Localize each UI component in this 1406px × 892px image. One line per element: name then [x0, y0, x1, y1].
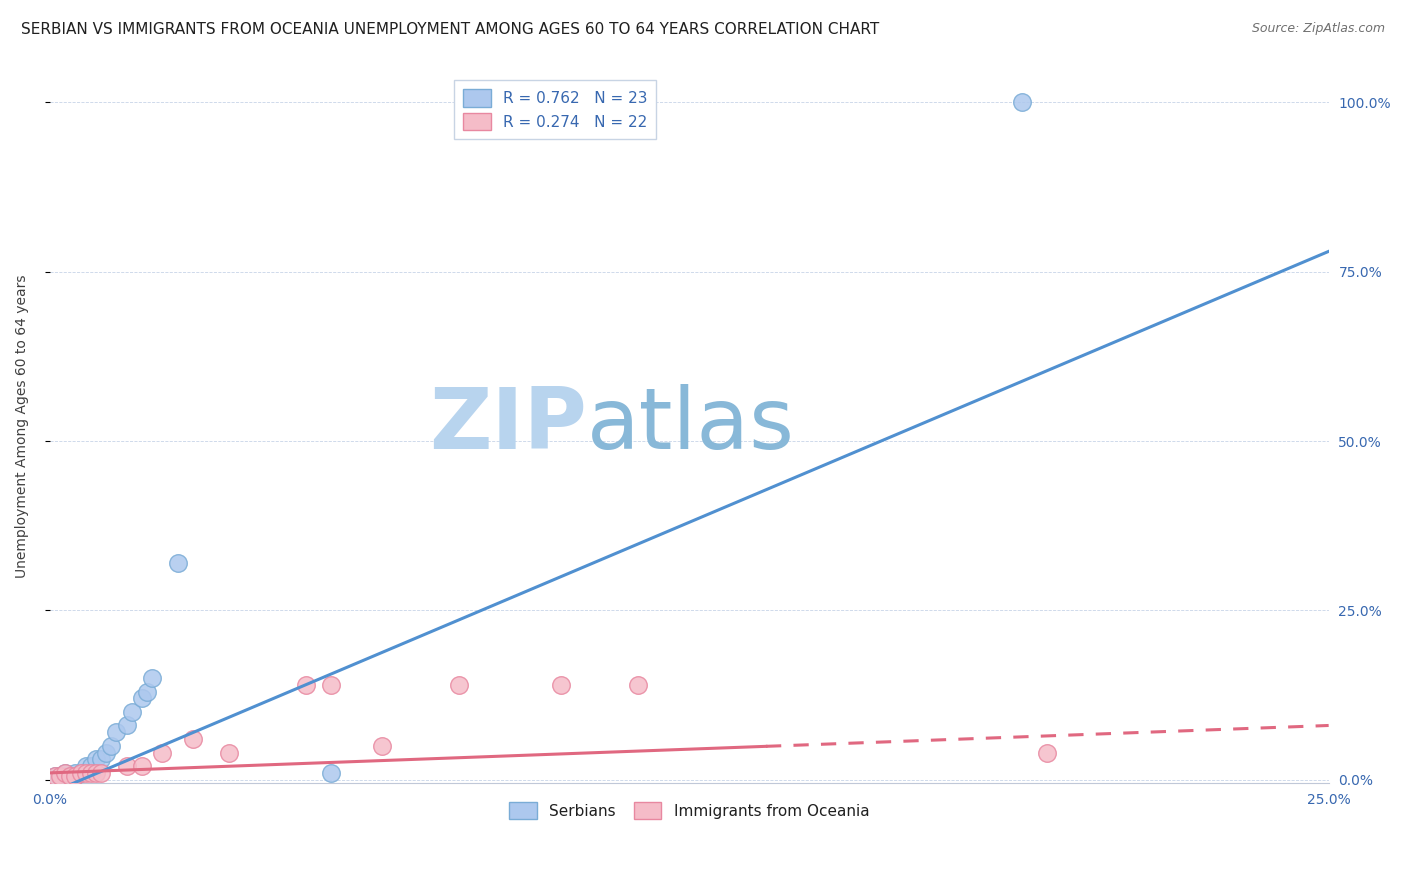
Point — [321, 678, 343, 692]
Point — [44, 769, 66, 783]
Point — [627, 678, 650, 692]
Point — [1036, 746, 1059, 760]
Point — [53, 765, 76, 780]
Point — [53, 769, 76, 783]
Point — [166, 556, 188, 570]
Point — [65, 765, 87, 780]
Point — [115, 759, 138, 773]
Point — [321, 765, 343, 780]
Point — [447, 678, 470, 692]
Text: atlas: atlas — [586, 384, 794, 467]
Point — [84, 765, 107, 780]
Point — [141, 671, 163, 685]
Point — [44, 769, 66, 783]
Point — [59, 769, 82, 783]
Point — [84, 752, 107, 766]
Point — [75, 759, 97, 773]
Point — [75, 765, 97, 780]
Point — [80, 765, 103, 780]
Y-axis label: Unemployment Among Ages 60 to 64 years: Unemployment Among Ages 60 to 64 years — [15, 274, 30, 577]
Point — [294, 678, 316, 692]
Point — [69, 765, 91, 780]
Point — [121, 705, 143, 719]
Point — [218, 746, 240, 760]
Point — [371, 739, 394, 753]
Point — [59, 769, 82, 783]
Point — [94, 746, 117, 760]
Point — [131, 759, 153, 773]
Point — [49, 769, 72, 783]
Text: SERBIAN VS IMMIGRANTS FROM OCEANIA UNEMPLOYMENT AMONG AGES 60 TO 64 YEARS CORREL: SERBIAN VS IMMIGRANTS FROM OCEANIA UNEMP… — [21, 22, 879, 37]
Point — [550, 678, 572, 692]
Point — [69, 765, 91, 780]
Point — [90, 765, 112, 780]
Point — [65, 769, 87, 783]
Point — [181, 731, 204, 746]
Point — [53, 765, 76, 780]
Point — [115, 718, 138, 732]
Point — [136, 684, 159, 698]
Point — [65, 769, 87, 783]
Point — [1011, 95, 1033, 110]
Legend: Serbians, Immigrants from Oceania: Serbians, Immigrants from Oceania — [503, 796, 876, 825]
Point — [131, 691, 153, 706]
Point — [80, 759, 103, 773]
Point — [105, 725, 128, 739]
Point — [100, 739, 122, 753]
Point — [49, 769, 72, 783]
Text: ZIP: ZIP — [429, 384, 586, 467]
Text: Source: ZipAtlas.com: Source: ZipAtlas.com — [1251, 22, 1385, 36]
Point — [150, 746, 173, 760]
Point — [90, 752, 112, 766]
